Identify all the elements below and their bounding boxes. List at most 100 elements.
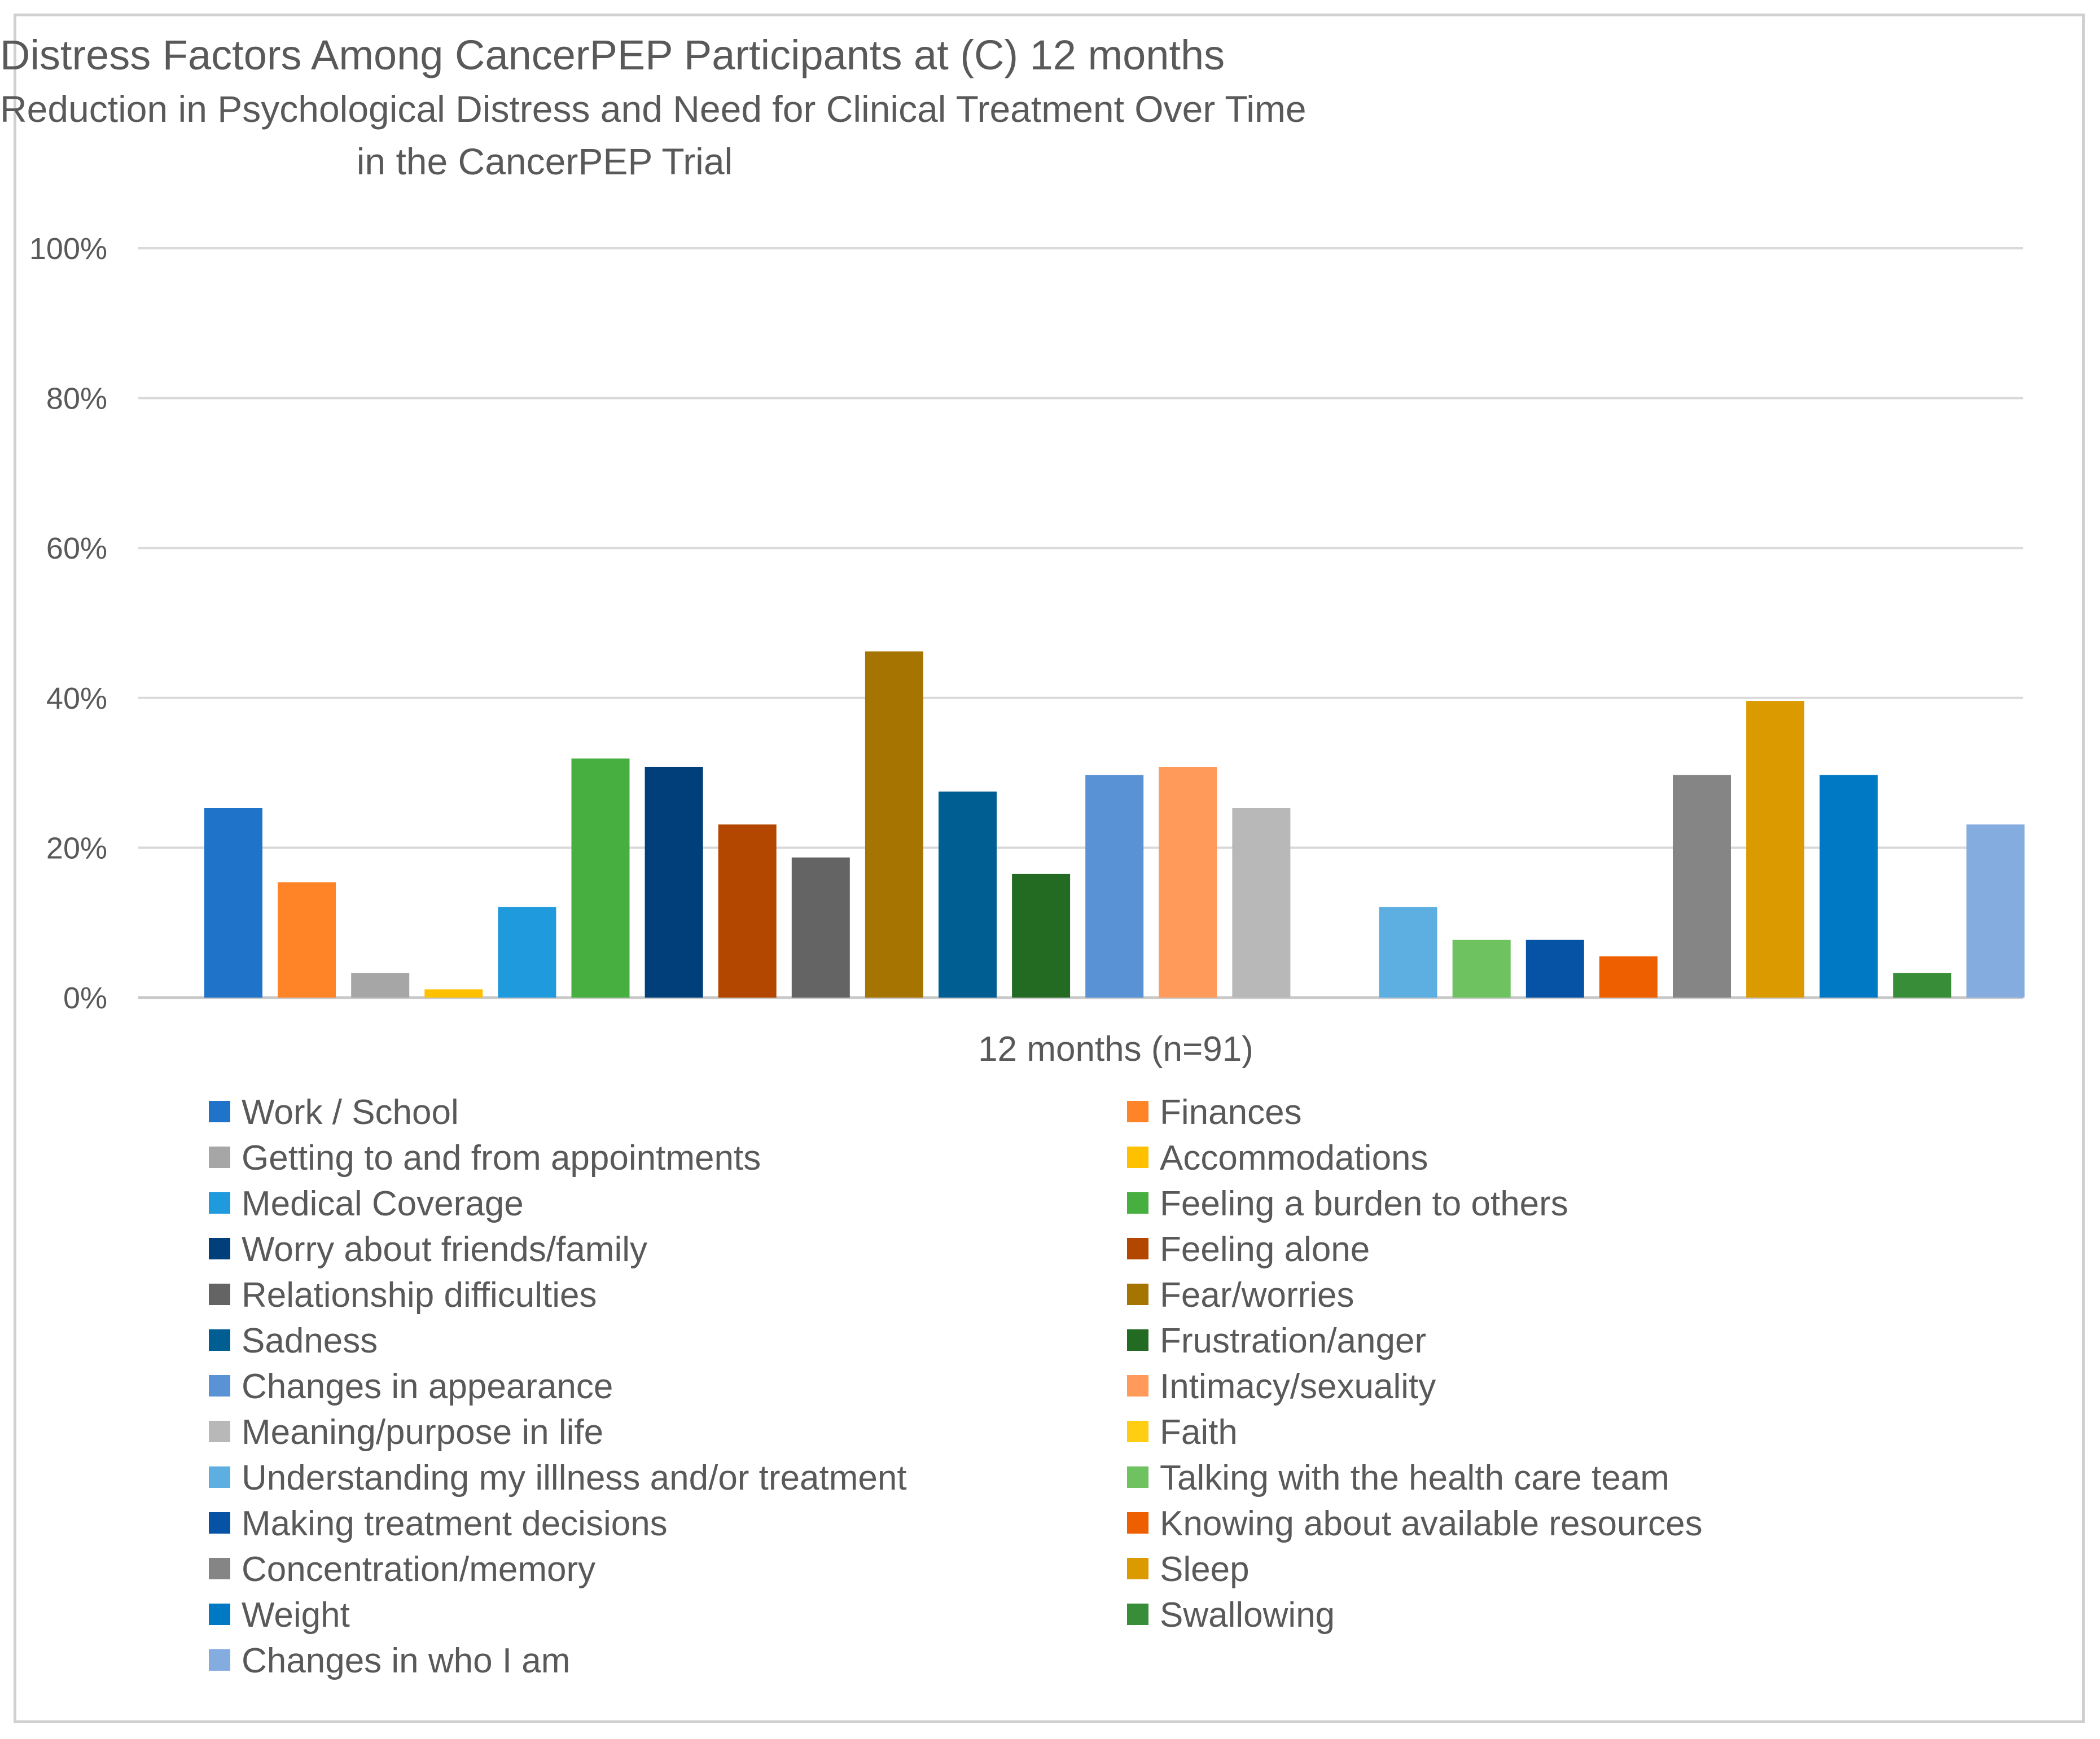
y-tick-label: 40% xyxy=(46,682,107,715)
bar xyxy=(204,808,262,998)
bar xyxy=(351,973,410,998)
legend-swatch xyxy=(209,1101,230,1122)
bar xyxy=(424,989,483,998)
legend-label: Faith xyxy=(1160,1413,1238,1452)
x-category-label: 12 months (n=91) xyxy=(978,1030,1253,1069)
legend-label: Changes in who I am xyxy=(242,1641,570,1680)
y-tick-label: 20% xyxy=(46,831,107,865)
legend-swatch xyxy=(1127,1238,1148,1259)
gridlines xyxy=(138,247,2023,999)
y-tick-label: 0% xyxy=(63,981,107,1015)
legend-label: Accommodations xyxy=(1160,1139,1428,1178)
bar xyxy=(791,857,850,998)
bar xyxy=(1085,775,1144,998)
legend-item: Relationship difficulties xyxy=(209,1276,597,1315)
legend-item: Feeling alone xyxy=(1127,1230,1370,1269)
legend-label: Medical Coverage xyxy=(242,1184,524,1223)
legend-item: Sadness xyxy=(209,1321,378,1360)
bar xyxy=(939,791,997,998)
legend-item: Sleep xyxy=(1127,1550,1250,1589)
bar xyxy=(865,651,923,998)
legend-label: Meaning/purpose in life xyxy=(242,1413,603,1452)
legend-item: Changes in who I am xyxy=(209,1641,570,1680)
legend-label: Sadness xyxy=(242,1321,378,1360)
bar xyxy=(645,766,703,998)
chart-frame xyxy=(14,14,2085,1723)
legend-swatch xyxy=(1127,1604,1148,1625)
bar xyxy=(278,882,336,998)
bar xyxy=(1525,939,1584,998)
legend-label: Weight xyxy=(242,1596,350,1635)
bar xyxy=(1232,808,1291,998)
chart-subtitle-line-1: Reduction in Psychological Distress and … xyxy=(0,88,1307,130)
bars xyxy=(204,651,2025,998)
chart-subtitle-line-2: in the CancerPEP Trial xyxy=(356,140,733,182)
legend-label: Changes in appearance xyxy=(242,1367,613,1406)
legend-swatch xyxy=(209,1558,230,1579)
legend-swatch xyxy=(1127,1147,1148,1168)
bar xyxy=(498,907,556,998)
legend-item: Making treatment decisions xyxy=(209,1504,668,1543)
bar xyxy=(1746,701,1805,998)
legend-label: Understanding my illlness and/or treatme… xyxy=(242,1459,907,1498)
legend-swatch xyxy=(1127,1466,1148,1488)
legend-swatch xyxy=(1127,1421,1148,1442)
legend-swatch xyxy=(1127,1101,1148,1122)
legend-swatch xyxy=(209,1604,230,1625)
legend-label: Fear/worries xyxy=(1160,1276,1354,1315)
bar xyxy=(1673,775,1731,998)
legend-item: Accommodations xyxy=(1127,1139,1428,1178)
legend-swatch xyxy=(209,1284,230,1305)
legend-swatch xyxy=(209,1329,230,1351)
y-tick-label: 60% xyxy=(46,532,107,565)
legend-swatch xyxy=(209,1192,230,1214)
legend-label: Concentration/memory xyxy=(242,1550,595,1589)
legend-item: Concentration/memory xyxy=(209,1550,595,1589)
legend-label: Intimacy/sexuality xyxy=(1160,1367,1436,1406)
legend-label: Sleep xyxy=(1160,1550,1250,1589)
bar xyxy=(1012,873,1071,998)
legend-swatch xyxy=(209,1512,230,1534)
legend-item: Work / School xyxy=(209,1093,459,1132)
y-tick-label: 100% xyxy=(29,232,107,266)
legend-label: Worry about friends/family xyxy=(242,1230,647,1269)
legend-item: Medical Coverage xyxy=(209,1184,524,1223)
legend-item: Faith xyxy=(1127,1413,1238,1452)
legend-item: Weight xyxy=(209,1596,350,1635)
bar xyxy=(1379,907,1437,998)
bar xyxy=(1966,824,2025,998)
legend-item: Feeling a burden to others xyxy=(1127,1184,1568,1223)
legend-label: Finances xyxy=(1160,1093,1302,1132)
legend-swatch xyxy=(1127,1284,1148,1305)
legend-swatch xyxy=(209,1421,230,1442)
legend-swatch xyxy=(209,1147,230,1168)
y-axis-ticks: 0% 20% 40% 60% 80% 100% xyxy=(29,232,107,1015)
legend-item: Finances xyxy=(1127,1093,1302,1132)
legend-label: Getting to and from appointments xyxy=(242,1139,761,1178)
legend-label: Making treatment decisions xyxy=(242,1504,668,1543)
legend-swatch xyxy=(1127,1375,1148,1397)
y-tick-label: 80% xyxy=(46,382,107,416)
legend-label: Knowing about available resources xyxy=(1160,1504,1703,1543)
legend-item: Frustration/anger xyxy=(1127,1321,1426,1360)
legend-label: Feeling a burden to others xyxy=(1160,1184,1568,1223)
bar xyxy=(1893,973,1952,998)
legend-swatch xyxy=(209,1375,230,1397)
legend-label: Talking with the health care team xyxy=(1160,1459,1669,1498)
legend-swatch xyxy=(1127,1192,1148,1214)
legend-label: Work / School xyxy=(242,1093,459,1132)
legend-swatch xyxy=(1127,1558,1148,1579)
legend-item: Getting to and from appointments xyxy=(209,1139,761,1178)
legend-item: Fear/worries xyxy=(1127,1276,1354,1315)
bar xyxy=(718,824,777,998)
legend-item: Swallowing xyxy=(1127,1596,1335,1635)
legend-swatch xyxy=(209,1466,230,1488)
legend-item: Changes in appearance xyxy=(209,1367,613,1406)
legend-swatch xyxy=(1127,1329,1148,1351)
bar xyxy=(1599,956,1658,998)
legend-label: Relationship difficulties xyxy=(242,1276,597,1315)
bar xyxy=(571,758,630,998)
legend: Work / School Finances Getting to and from… xyxy=(209,1093,1703,1680)
legend-item: Talking with the health care team xyxy=(1127,1459,1669,1498)
